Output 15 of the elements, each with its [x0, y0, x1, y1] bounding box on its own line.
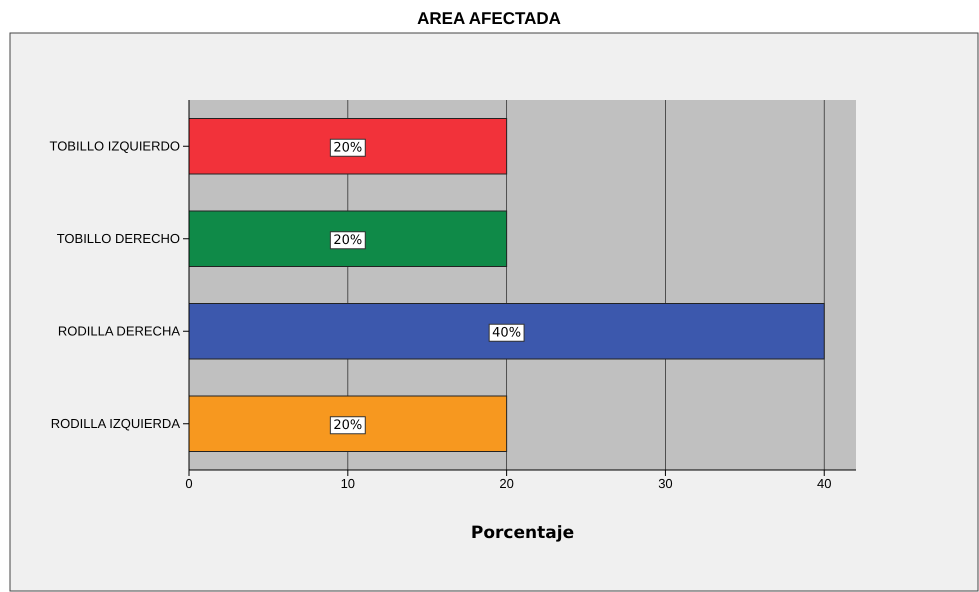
x-axis-title: Porcentaje — [470, 523, 574, 543]
y-tick-label: RODILLA IZQUIERDA — [50, 416, 180, 431]
data-label: 20% — [333, 232, 362, 248]
chart-title: AREA AFECTADA — [417, 9, 561, 28]
data-label: 20% — [333, 140, 362, 156]
data-label: 40% — [492, 325, 522, 340]
x-tick-label: 0 — [185, 476, 193, 492]
x-tick-label: 20 — [499, 476, 514, 492]
data-label: 20% — [333, 418, 362, 433]
y-tick-label: TOBILLO IZQUIERDO — [49, 138, 180, 154]
y-tick-label: RODILLA DERECHA — [58, 323, 180, 338]
x-tick-label: 30 — [658, 476, 673, 492]
x-tick-label: 40 — [817, 476, 832, 492]
x-tick-label: 10 — [340, 476, 356, 492]
y-tick-label: TOBILLO DERECHO — [56, 230, 180, 246]
